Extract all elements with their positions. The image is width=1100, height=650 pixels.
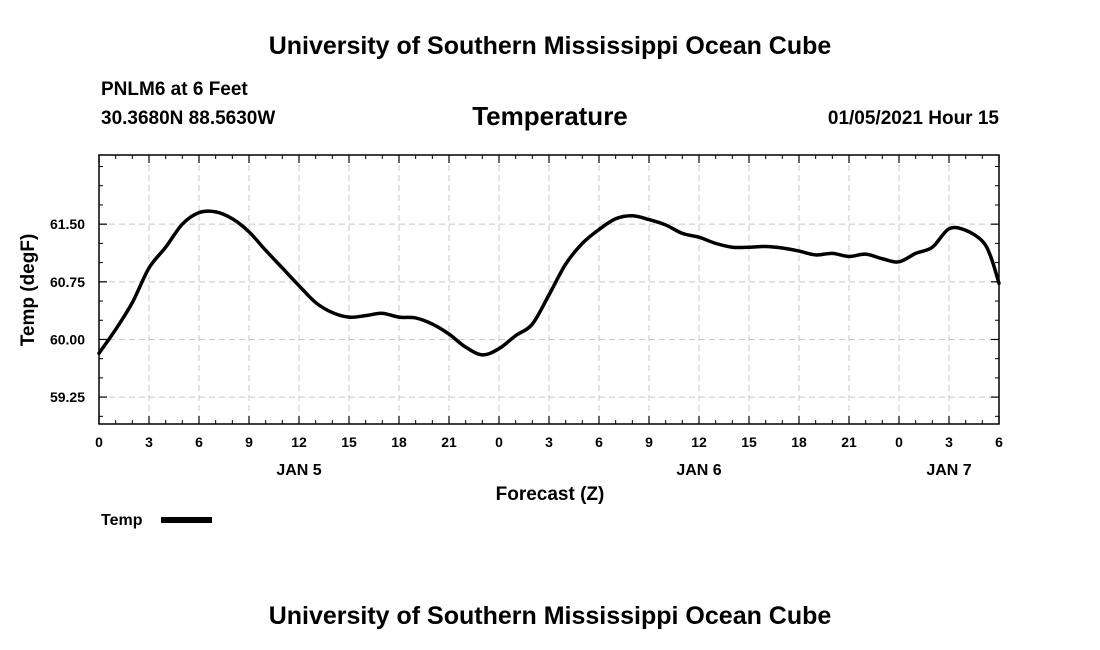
date-label: JAN 6	[676, 462, 721, 479]
chart-title: Temperature	[472, 101, 628, 131]
series-line-temp	[97, 209, 1001, 357]
x-tick-label: 15	[341, 434, 357, 450]
x-tick-label: 18	[391, 434, 407, 450]
x-tick-label: 15	[741, 434, 757, 450]
footer-title: University of Southern Mississippi Ocean…	[269, 602, 832, 630]
x-tick-label: 6	[595, 434, 603, 450]
x-tick-label: 0	[95, 434, 103, 450]
y-tick-label: 59.25	[50, 389, 85, 405]
forecast-datetime: 01/05/2021 Hour 15	[828, 108, 1000, 129]
x-tick-label: 9	[645, 434, 653, 450]
series-layer	[97, 209, 1001, 357]
x-tick-label: 3	[545, 434, 553, 450]
x-axis-label: Forecast (Z)	[496, 484, 605, 505]
x-tick-label: 3	[945, 434, 953, 450]
legend: Temp	[101, 512, 212, 529]
x-tick-label: 21	[841, 434, 857, 450]
grid	[99, 155, 999, 424]
plot-frame	[98, 154, 1000, 425]
date-label: JAN 7	[926, 462, 971, 479]
coordinates-label: 30.3680N 88.5630W	[101, 108, 275, 129]
header-title: University of Southern Mississippi Ocean…	[269, 32, 832, 60]
x-tick-label: 3	[145, 434, 153, 450]
legend-label: Temp	[101, 512, 143, 529]
station-label: PNLM6 at 6 Feet	[101, 79, 248, 100]
x-tick-label: 21	[441, 434, 457, 450]
y-tick-label: 60.75	[50, 274, 85, 290]
x-tick-label: 12	[691, 434, 707, 450]
y-tick-label: 60.00	[50, 331, 85, 347]
tick-labels: 0 3 6 9 12 15 18 21 0 3 6 9 12 15 18 21 0 3 6 JAN 5 JAN 6 JAN…	[50, 216, 1003, 479]
x-tick-label: 0	[495, 434, 503, 450]
x-tick-label: 12	[291, 434, 307, 450]
x-tick-label: 9	[245, 434, 253, 450]
x-tick-label: 0	[895, 434, 903, 450]
y-tick-label: 61.50	[50, 216, 85, 232]
x-tick-label: 18	[791, 434, 807, 450]
x-tick-label: 6	[195, 434, 203, 450]
y-axis-label: Temp (degF)	[18, 234, 39, 347]
x-tick-label: 6	[995, 434, 1003, 450]
date-label: JAN 5	[276, 462, 321, 479]
